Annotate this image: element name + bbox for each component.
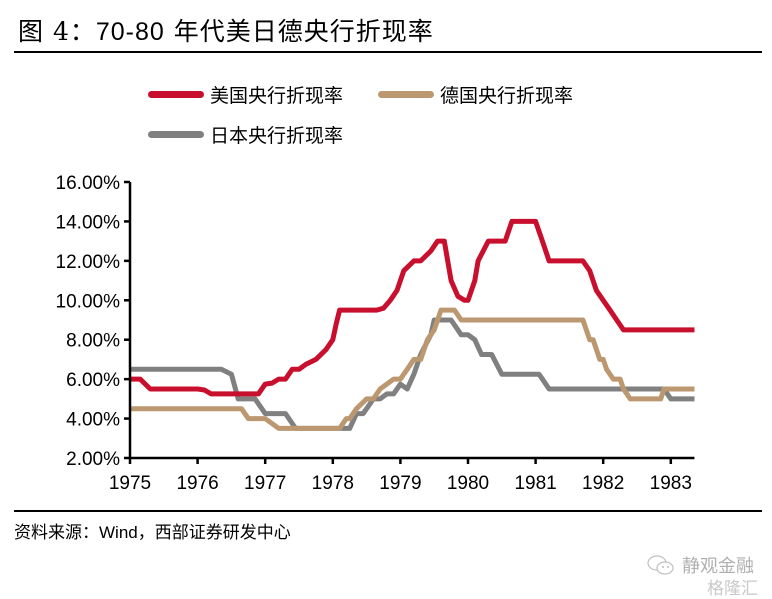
series-line-us [130, 218, 695, 397]
legend-item-jp: 日本央行折现率 [148, 121, 343, 148]
title-prefix: 图 4： [18, 17, 96, 46]
watermark: 静观金融 [646, 552, 754, 578]
legend-item-de: 德国央行折现率 [378, 81, 573, 108]
legend-swatch-de [378, 91, 434, 98]
legend-item-us: 美国央行折现率 [148, 81, 343, 108]
x-tick-label: 1983 [650, 473, 692, 494]
y-tick-label: 12.00% [56, 252, 121, 273]
x-tick-label: 1981 [514, 473, 556, 494]
title-range: 70-80 [95, 18, 165, 46]
x-tick-label: 1977 [244, 473, 286, 494]
source-text: Wind，西部证券研发中心 [99, 523, 291, 542]
x-tick-label: 1980 [447, 473, 489, 494]
wechat-icon [647, 555, 674, 575]
y-tick-label: 6.00% [66, 370, 120, 391]
title-divider [14, 51, 762, 53]
legend-swatch-jp [148, 131, 204, 138]
watermark-text: 静观金融 [682, 556, 754, 577]
x-tick-label: 1976 [176, 473, 218, 494]
watermark-2: 格隆汇 [707, 574, 758, 599]
y-tick-label: 16.00% [56, 173, 121, 194]
page-title: 图 4：70-80 年代美日德央行折现率 [18, 12, 434, 48]
source-divider [14, 510, 762, 512]
y-tick-label: 8.00% [66, 331, 120, 352]
line-chart: 2.00% 4.00% 6.00% 8.00% 10.00% 12.00% 14.00% 16… [56, 173, 695, 494]
y-tick-label: 10.00% [56, 291, 121, 312]
source-label: 资料来源： [14, 523, 99, 543]
legend-label-jp: 日本央行折现率 [210, 125, 344, 147]
legend-swatch-us [148, 91, 204, 98]
watermark-2-text: 格隆汇 [707, 579, 758, 599]
y-tick-label: 4.00% [66, 410, 120, 431]
x-tick-label: 1975 [109, 473, 151, 494]
legend-label-de: 德国央行折现率 [440, 85, 574, 107]
title-suffix: 年代美日德央行折现率 [164, 17, 434, 46]
x-tick-label: 1982 [582, 473, 624, 494]
y-tick-label: 2.00% [66, 449, 120, 470]
legend-label-us: 美国央行折现率 [210, 85, 344, 107]
y-tick-label: 14.00% [56, 212, 121, 233]
series-line-de [130, 307, 695, 431]
x-tick-label: 1978 [312, 473, 354, 494]
source-note: 资料来源：Wind，西部证券研发中心 [14, 518, 291, 543]
x-tick-label: 1979 [379, 473, 421, 494]
